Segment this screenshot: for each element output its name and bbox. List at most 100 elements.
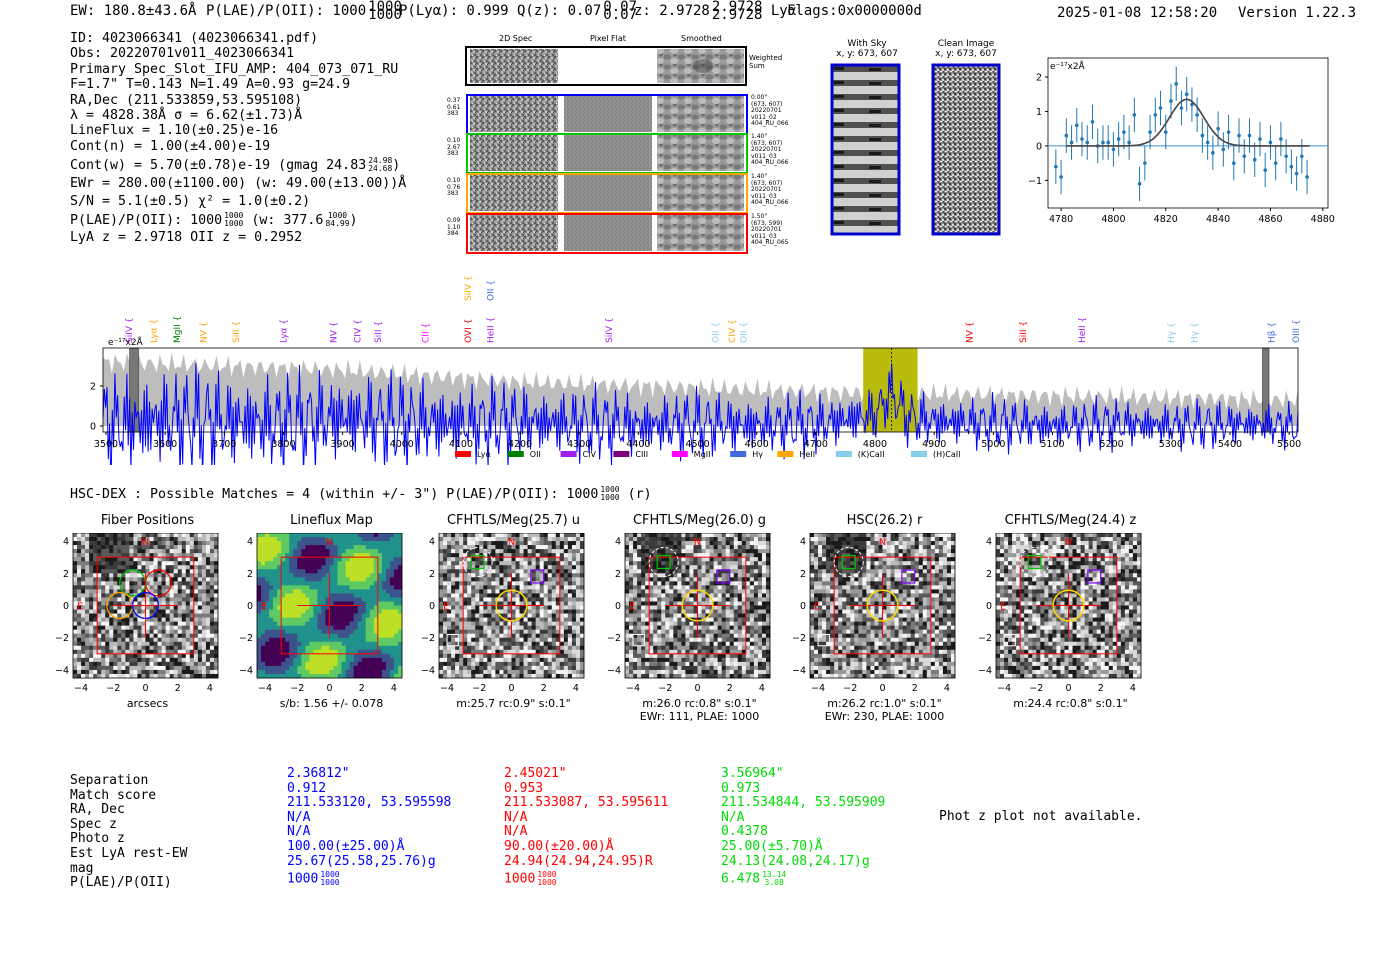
pixel [551, 565, 557, 570]
pixel [689, 605, 694, 610]
pixel [109, 605, 114, 610]
pixel [745, 589, 751, 594]
cutout-pixels [439, 533, 585, 679]
pixel [201, 593, 207, 598]
pixel [535, 561, 540, 566]
pixel [479, 617, 484, 622]
pixel [357, 661, 363, 667]
pixel [527, 549, 532, 554]
pixel [173, 613, 179, 618]
pixel [181, 549, 187, 554]
pixel [673, 581, 678, 586]
pixel [93, 653, 98, 659]
pixel [757, 541, 763, 546]
pixel [381, 553, 387, 558]
pixel [265, 641, 270, 647]
pixel [495, 649, 500, 655]
pixel [129, 665, 134, 671]
pixel [77, 669, 82, 675]
pixel [745, 557, 751, 562]
pixel [543, 537, 549, 542]
fiber-blue [131, 591, 160, 620]
pixel [113, 613, 118, 618]
pixel [141, 533, 146, 538]
pixel [257, 537, 262, 542]
pixel [491, 577, 496, 582]
pixel [439, 605, 444, 610]
pixel [153, 585, 158, 590]
pixel [709, 585, 714, 590]
pixel [535, 545, 540, 550]
pixel [213, 641, 219, 647]
pixel [393, 621, 399, 626]
pixel [487, 565, 492, 570]
line-label: Lyα { [279, 319, 289, 343]
fiber-row-1-right-0: 0.00" [751, 94, 768, 101]
pixel [499, 621, 504, 626]
pixel [293, 549, 298, 554]
data-point [1263, 168, 1267, 172]
pixel [165, 577, 170, 582]
pixel [257, 557, 262, 562]
pixel [625, 537, 630, 542]
pixel [109, 581, 114, 586]
pixel [181, 589, 187, 594]
pixel [329, 569, 334, 574]
pixel [729, 549, 735, 554]
pixel [125, 537, 130, 542]
pixel [277, 537, 282, 542]
pixel [329, 665, 334, 671]
pixel [499, 669, 504, 675]
pixel [185, 653, 191, 659]
pixel [345, 657, 350, 663]
legend-label: (H)CaII [933, 450, 960, 459]
pixel [531, 617, 536, 622]
line-label-group: SiIV { [464, 275, 474, 301]
pixel [133, 657, 138, 663]
pixel [341, 645, 346, 651]
pixel [757, 589, 763, 594]
pixel [317, 589, 322, 594]
pixel [515, 649, 520, 655]
pixel [189, 649, 195, 655]
pixel [301, 569, 306, 574]
pixel [285, 533, 290, 538]
pixel [539, 625, 545, 630]
pixel [137, 673, 142, 679]
pixel [551, 573, 557, 578]
pixel [677, 581, 682, 586]
line-label-group: OII { [711, 322, 721, 343]
pixel [193, 625, 199, 630]
pixel [121, 581, 126, 586]
pixel [713, 593, 718, 598]
pixel [133, 673, 138, 679]
pixel [475, 609, 480, 614]
pixel [357, 637, 363, 643]
pixel [369, 557, 375, 562]
header-z-lo: 2.9728 [711, 7, 763, 23]
pixel [645, 549, 650, 554]
pixel [321, 661, 326, 667]
pixel [161, 669, 166, 675]
pixel [133, 569, 138, 574]
pixel [185, 593, 191, 598]
pixel [673, 585, 678, 590]
pixel [149, 533, 154, 538]
pixel [579, 533, 585, 538]
pixel [353, 561, 358, 566]
pixel [349, 625, 354, 630]
pixel [381, 581, 387, 586]
pixel [511, 537, 516, 542]
pixel [725, 533, 731, 538]
pixel [653, 565, 658, 570]
pixel [463, 565, 468, 570]
pixel [197, 673, 203, 679]
pixel [377, 549, 383, 554]
line-label-group: CII { [421, 323, 431, 343]
pixel [645, 545, 650, 550]
pixel [113, 609, 118, 614]
pixel [85, 653, 90, 659]
pixel [177, 565, 183, 570]
pixel [209, 533, 215, 538]
